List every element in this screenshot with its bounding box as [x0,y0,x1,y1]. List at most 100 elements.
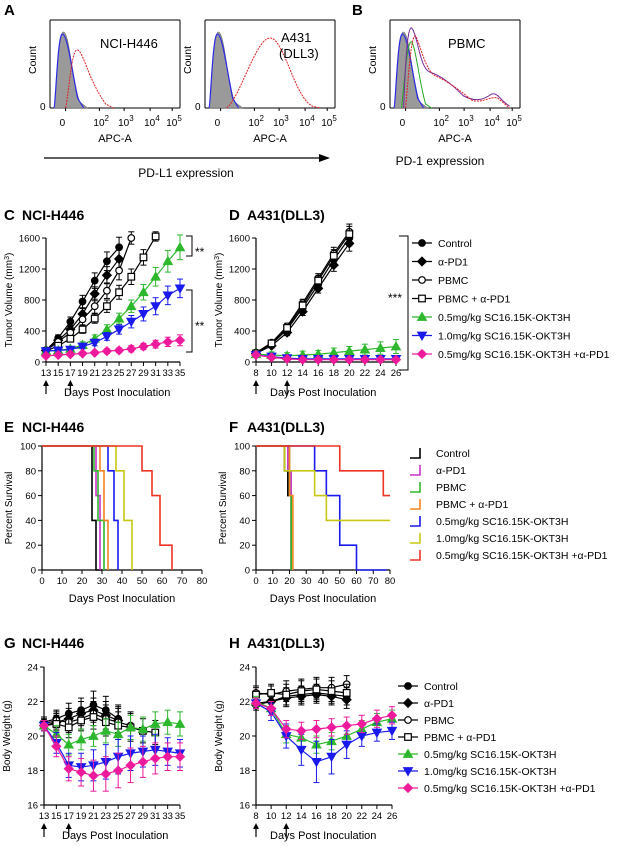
legend-line [410,465,421,476]
data-point [151,232,160,241]
x-tick-label: 8 [253,368,258,379]
flow-panel-2: Count 0 0 102 103 104 105 APC-A [182,19,337,145]
data-point [150,302,161,312]
chart-g-nci-h446-weight: 16 18 20 22 24 13 15 17 19 21 23 25 27 29 31 33 35 Body W… [2,663,186,842]
survival-curve-3 [42,445,105,570]
x-tick-label: 50 [137,576,148,587]
y-tick-label: 24 [239,663,250,674]
y-tick-label: 18 [239,766,250,777]
sig-d: *** [388,291,402,305]
chart-f-a431-survival: 0 20 40 60 80 100 0 10 20 30 40 50 60 70 80 Percent Sur… [218,442,395,606]
legend-line [410,482,421,493]
pdl1-expression-label: PD-L1 expression [138,166,233,180]
flow-y-label: Count [367,46,379,74]
data-point [359,354,371,365]
series-line [255,345,397,357]
y-tick-label: 0 [245,358,250,369]
x-tick-label: 20 [341,811,352,822]
survival-curve-5 [42,445,119,570]
data-point [90,302,99,311]
y-tick-label: 22 [27,697,38,708]
x-tick-label: 80 [385,576,396,587]
x-tick-label: 13 [41,368,52,379]
legend-item: PBMC [410,482,467,494]
flow-x-tick-label: 0 [215,118,221,129]
series-line [45,236,157,352]
sig-c-top: ** [195,245,205,259]
x-tick-label: 40 [318,576,329,587]
flow-x-tick-label: 105 [506,114,522,129]
data-point [296,725,307,736]
flow-x-tick-label: 102 [248,114,264,129]
series-6 [40,278,186,357]
y-tick-label: 800 [234,296,250,307]
data-point [89,338,101,349]
chart-d-a431-tumor: 0 400 800 1200 1600 8 10 12 14 16 18 20 22 24 26 Tumor … [214,223,402,399]
flow-x-tick-label: 104 [484,114,500,129]
data-point [115,288,123,297]
data-point [250,698,262,709]
sig-bracket-c-top [186,235,193,257]
y-tick-label: 1200 [229,265,250,276]
data-point [115,266,123,275]
y-axis-label: Percent Survival [4,472,15,545]
y-tick-label: 400 [234,327,250,338]
x-tick-label: 35 [175,811,186,822]
data-point [88,730,99,740]
data-point [314,276,323,285]
data-point [138,286,149,297]
survival-curve-1 [256,445,292,570]
x-axis-label: Days Post Inoculation [62,830,168,842]
legend-label: α-PD1 [438,256,468,268]
x-tick-label: 24 [375,368,386,379]
data-point [327,687,336,696]
legend-item: PBMC + α-PD1 [412,293,510,305]
chart-g-title: NCI-H446 [22,635,84,651]
x-tick-label: 27 [126,368,137,379]
data-point [63,763,74,774]
legend-marker [416,311,428,321]
data-point [125,721,136,732]
x-tick-label: 25 [113,811,124,822]
y-tick-label: 60 [239,491,250,502]
data-point [90,314,99,323]
data-point [328,354,339,365]
chart-e-title: NCI-H446 [22,419,84,435]
data-point [89,713,98,721]
legend-label: 0.5mg/kg SC16.15K-OKT3H +α-PD1 [436,550,608,562]
flow-x-tick-label: 105 [166,114,182,129]
data-point [150,339,161,350]
flow-x-tick-label: 104 [299,114,315,129]
data-point [311,723,322,735]
data-point [103,286,111,295]
y-axis-label: Tumor Volume (mm3) [214,253,226,348]
series-5 [250,695,398,754]
data-point [113,765,124,776]
data-point [174,718,186,728]
y-tick-label: 20 [239,541,250,552]
x-tick-label: 20 [77,576,88,587]
data-point [266,352,277,363]
x-tick-label: 13 [39,811,50,822]
data-point [78,297,87,306]
dosing-arrow-head [67,380,74,386]
y-tick-label: 400 [24,327,40,338]
data-point [137,756,149,768]
x-tick-label: 70 [177,576,188,587]
data-point [162,751,173,762]
legend-item: PBMC [412,275,469,287]
legend-label: 0.5mg/kg SC16.15K-OKT3H [436,516,568,528]
x-tick-label: 30 [97,576,108,587]
y-tick-label: 0 [31,566,36,577]
y-tick-label: 20 [27,732,38,743]
y-tick-label: 100 [20,442,36,453]
flow-x-tick-label: 0 [400,118,406,129]
legend-marker [418,239,426,247]
data-point [127,272,136,281]
flow-y-label: Count [182,46,194,74]
series-7 [250,697,398,740]
x-tick-label: 33 [162,811,173,822]
data-point [138,341,149,352]
x-tick-label: 29 [138,811,149,822]
